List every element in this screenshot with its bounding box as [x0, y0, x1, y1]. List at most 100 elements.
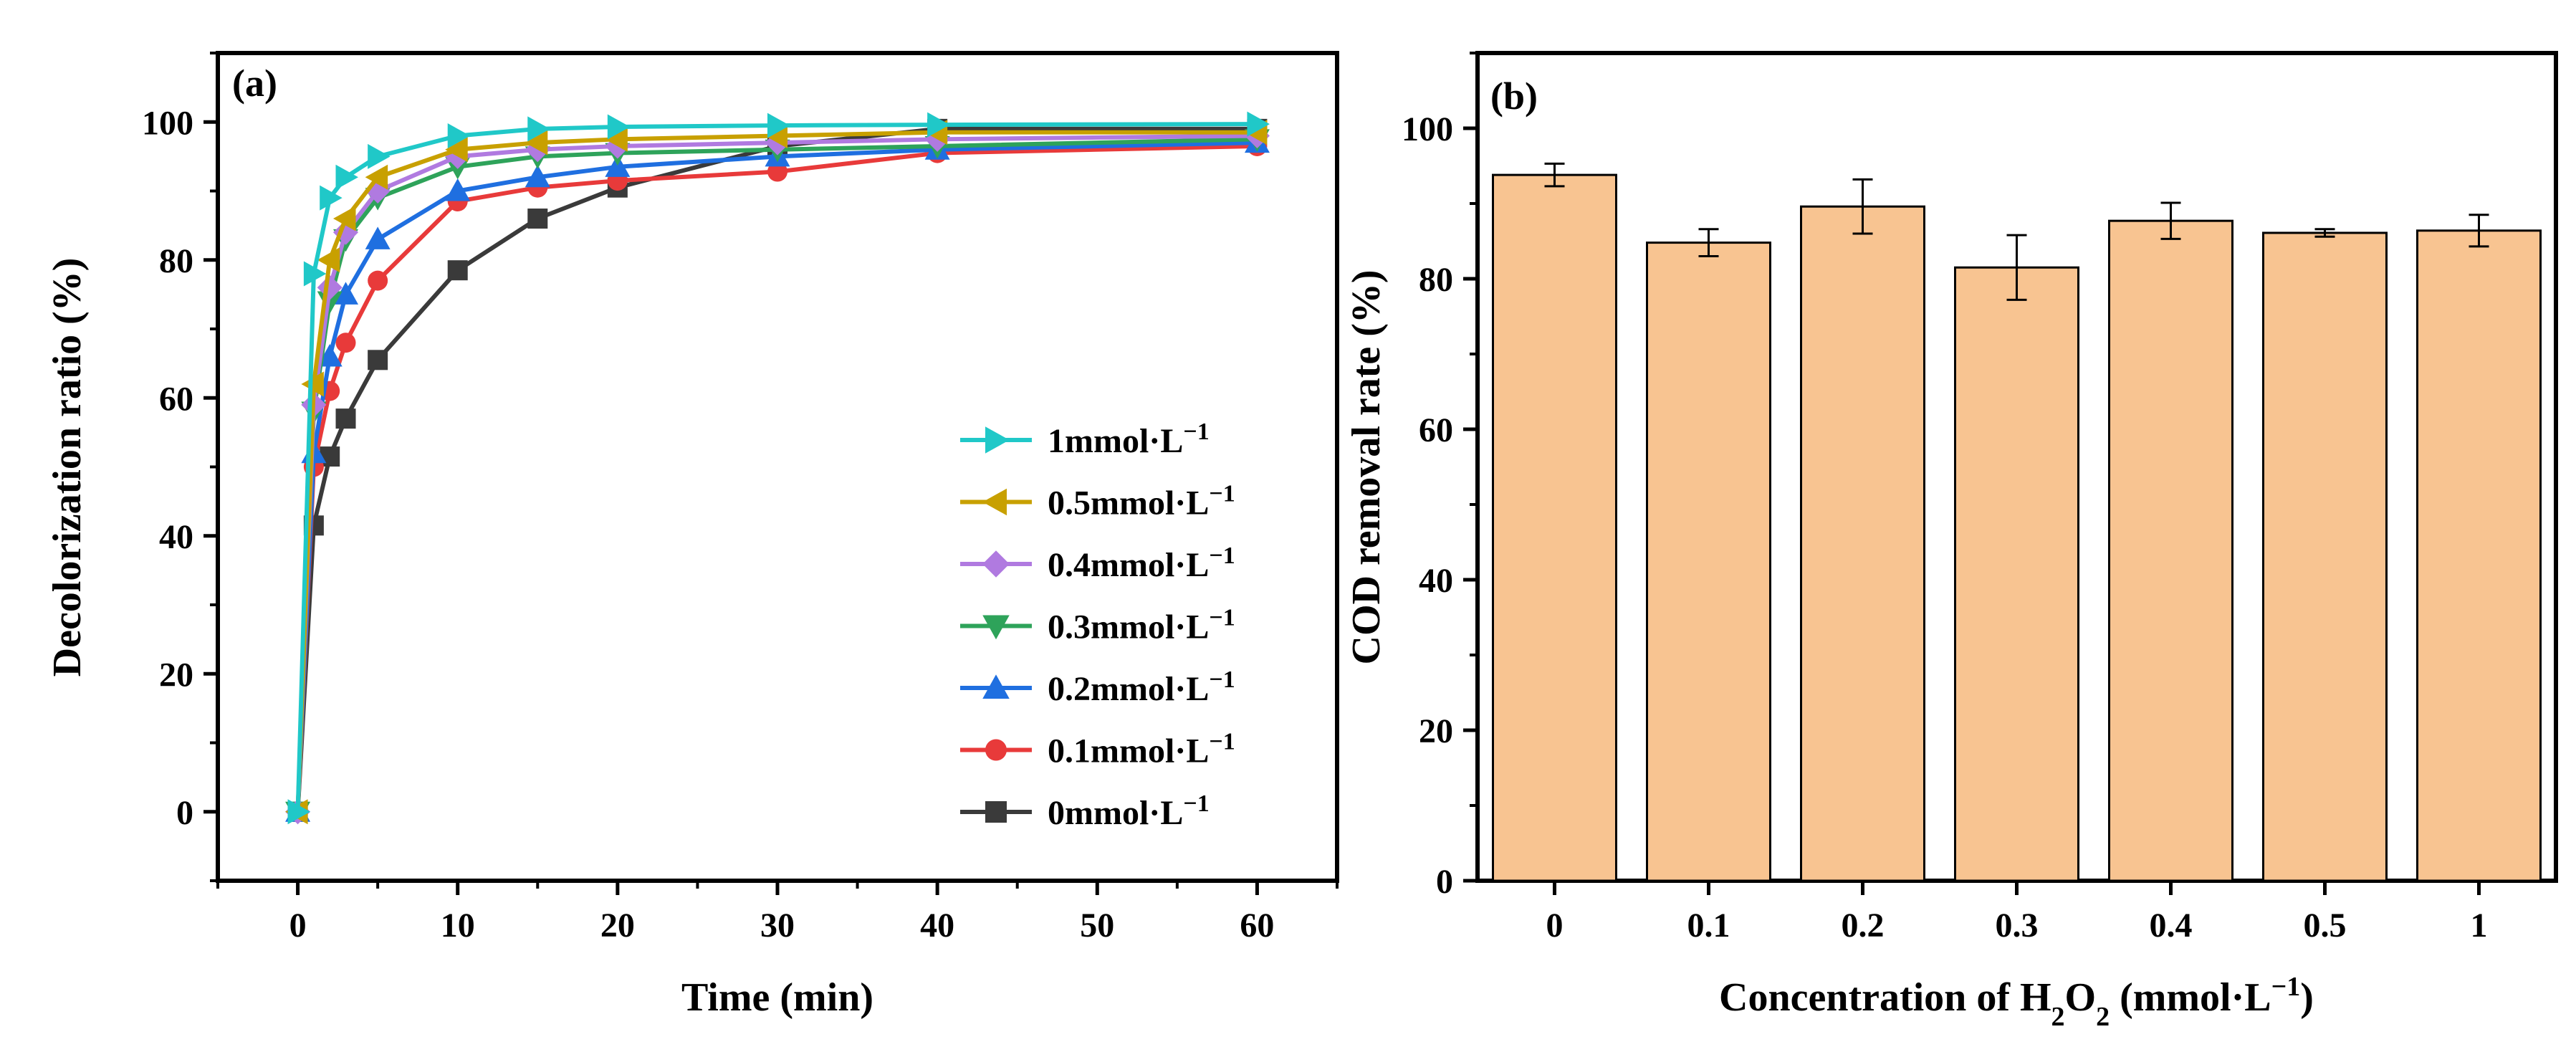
error-bar [1852, 178, 1873, 235]
legend-label: 0.2mmol·L−1 [1048, 666, 1235, 709]
legend-label-sup: −1 [1183, 790, 1209, 817]
data-point [365, 164, 388, 190]
legend-entry: 0.2mmol·L−1 [960, 666, 1235, 709]
panel-a-series-group [285, 111, 1270, 825]
legend-marker [982, 488, 1007, 516]
panel-b-label: (b) [1490, 75, 1538, 118]
data-point [335, 408, 356, 429]
data-point [320, 185, 343, 211]
data-point [447, 123, 471, 148]
series-line [295, 140, 1258, 812]
x-title-close: ) [2300, 975, 2314, 1020]
series-line [295, 130, 1258, 812]
legend-marker [985, 801, 1007, 823]
legend-marker [985, 426, 1010, 454]
panel-a-y-tick-label: 60 [159, 380, 193, 418]
series-line [295, 143, 1258, 812]
error-bar [2469, 214, 2489, 248]
data-point [335, 164, 359, 190]
legend-label-main: 0mmol·L [1048, 794, 1183, 832]
legend-label-sup: −1 [1183, 419, 1209, 445]
panel-b-x-tick-label: 0.1 [1687, 907, 1730, 945]
legend-label-main: 0.3mmol·L [1048, 608, 1209, 646]
data-point [333, 206, 356, 231]
legend-label: 0.3mmol·L−1 [1048, 604, 1235, 646]
panel-a-x-tick-label: 0 [289, 907, 307, 945]
panel-b-y-tick-label: 40 [1419, 562, 1453, 600]
panel-b-y-tick-label: 100 [1402, 110, 1453, 148]
legend-label: 0.4mmol·L−1 [1048, 542, 1235, 585]
legend-entry: 0.4mmol·L−1 [960, 542, 1235, 585]
legend-label-main: 1mmol·L [1048, 422, 1183, 460]
panel-b-x-tick-label: 0.4 [2150, 907, 2193, 945]
error-bar [2314, 228, 2335, 238]
panel-a-y-tick-label: 0 [176, 794, 193, 832]
panel-a-y-axis-title: Decolorization ratio (%) [45, 258, 90, 677]
legend-entry: 0.1mmol·L−1 [960, 728, 1235, 770]
error-bar [1698, 228, 1719, 257]
series-0.1mmoll [287, 135, 1268, 822]
panel-b-y-tick-label: 0 [1436, 863, 1453, 901]
legend-label: 0.1mmol·L−1 [1048, 728, 1235, 770]
series-line [295, 122, 1258, 812]
x-title-sub-2: 2 [2096, 1002, 2110, 1032]
panel-a-y-tick-label: 100 [142, 104, 193, 142]
data-point [335, 333, 356, 353]
panel-a-label: (a) [232, 62, 277, 105]
panel-a-chart: 0 10 20 30 40 50 60 0 20 40 60 80 100 (a) Time (min)… [45, 51, 1339, 1020]
legend-entry: 0.5mmol·L−1 [960, 480, 1235, 522]
series-0.3mmoll [285, 129, 1270, 825]
x-title-mid: O [2065, 975, 2097, 1020]
legend-label-sup: −1 [1209, 542, 1235, 569]
panel-a-x-tick-label: 20 [600, 907, 635, 945]
panel-a-y-tick-label: 40 [159, 518, 193, 556]
data-point [767, 161, 787, 182]
series-line [295, 133, 1258, 812]
legend-marker [985, 739, 1007, 761]
error-bar [1544, 162, 1565, 188]
panel-a-x-axis-title: Time (min) [681, 975, 873, 1020]
panel-a-y-tick-label: 20 [159, 656, 193, 694]
data-point [525, 130, 548, 156]
x-title-main: Concentration of H [1719, 975, 2051, 1020]
panel-b-chart: 0 20 40 60 80 100 0 0.1 0.2 0.3 0.4 0.5 1 (b) Concen… [1344, 51, 2558, 1032]
panel-b-axes: 0 20 40 60 80 100 0 0.1 0.2 0.3 0.4 0.5 1 [1402, 52, 2488, 945]
panel-a-x-tick-label: 60 [1240, 907, 1274, 945]
legend-label: 0.5mmol·L−1 [1048, 480, 1235, 522]
data-point [368, 270, 388, 291]
data-point [317, 247, 340, 273]
panel-a-axes: 0 10 20 30 40 50 60 0 20 40 60 80 100 [142, 52, 1339, 945]
panel-b-y-tick-label: 60 [1419, 411, 1453, 449]
data-point [365, 226, 391, 249]
bar [2108, 219, 2233, 882]
legend-entry: 0mmol·L−1 [960, 790, 1210, 833]
legend-label-main: 0.1mmol·L [1048, 732, 1209, 770]
legend-entry: 1mmol·L−1 [960, 419, 1210, 461]
data-point [447, 260, 468, 281]
panel-b-x-axis-title: Concentration of H2O2 (mmol·L−1) [1719, 972, 2314, 1032]
data-point [927, 112, 950, 138]
panel-b-x-tick-label: 0 [1546, 907, 1564, 945]
data-point [1247, 111, 1270, 137]
data-point [287, 799, 311, 825]
bar [1646, 242, 1771, 882]
panel-b-y-tick-label: 80 [1419, 261, 1453, 299]
x-title-sub-1: 2 [2051, 1002, 2065, 1032]
bar [2262, 231, 2388, 882]
data-point [445, 137, 468, 163]
data-point [368, 143, 391, 169]
panel-a-x-tick-label: 50 [1080, 907, 1114, 945]
panel-b-x-tick-label: 0.5 [2304, 907, 2347, 945]
legend-label: 0mmol·L−1 [1048, 790, 1210, 833]
panel-a-x-tick-label: 40 [920, 907, 954, 945]
data-point [605, 126, 628, 152]
legend-label: 1mmol·L−1 [1048, 419, 1210, 461]
panel-b-y-axis-title: COD removal rate (%) [1344, 269, 1389, 664]
panel-b-x-tick-label: 0.2 [1842, 907, 1885, 945]
panel-b-bars-group [1492, 162, 2542, 882]
error-bar [2160, 201, 2181, 240]
data-point [525, 164, 550, 188]
series-line [295, 137, 1258, 812]
bar [1800, 205, 1925, 882]
